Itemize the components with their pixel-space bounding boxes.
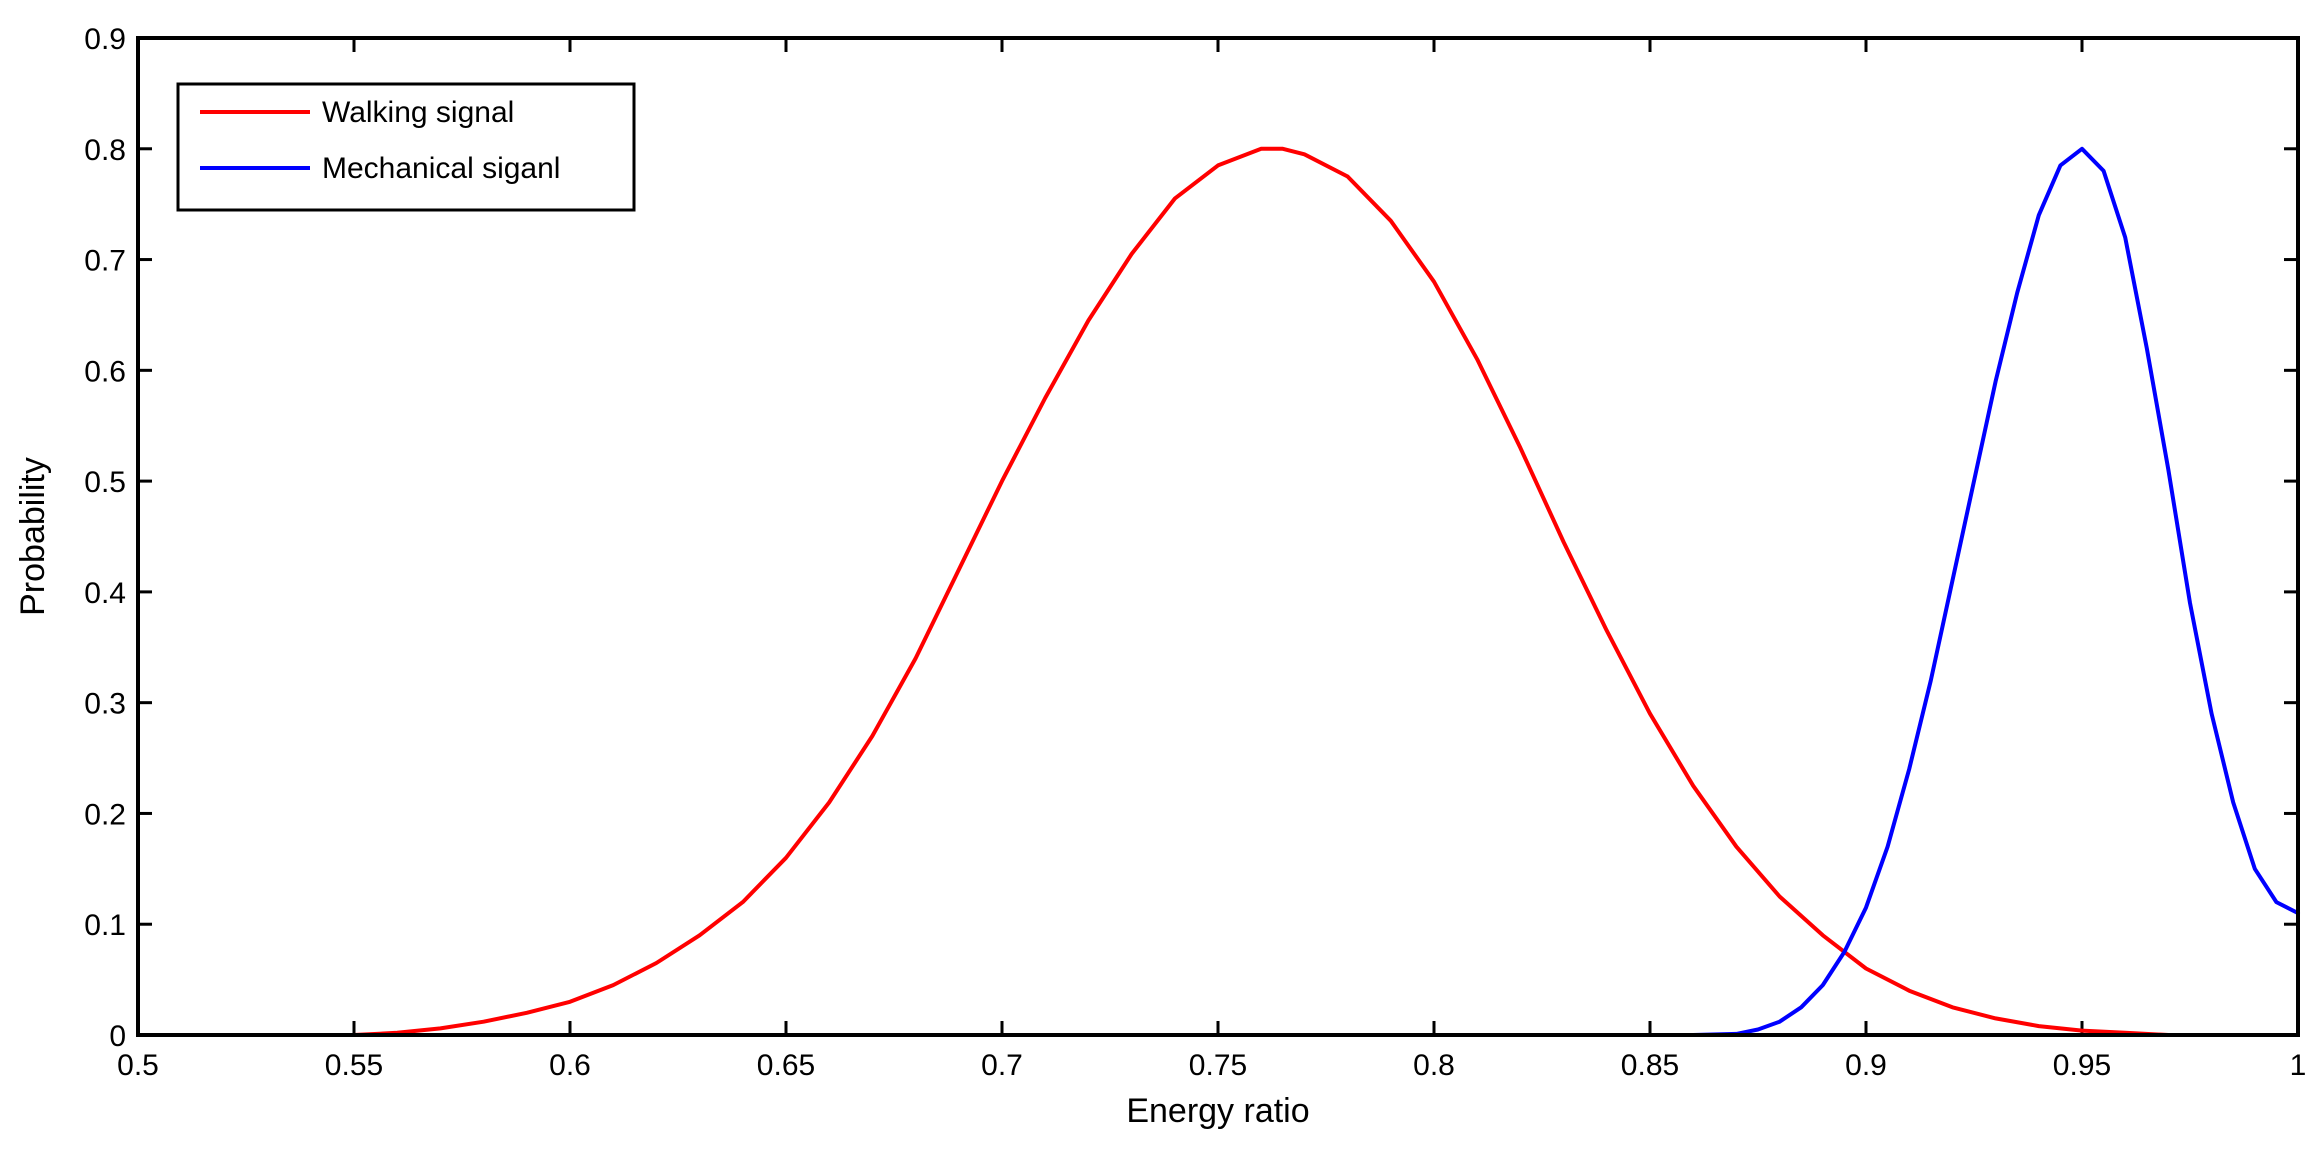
- series-layer: [136, 146, 2300, 1037]
- y-tick-label: 0.2: [84, 798, 126, 831]
- x-tick-label: 0.85: [1621, 1049, 1679, 1082]
- x-tick-label: 0.75: [1189, 1049, 1247, 1082]
- legend: Walking signal Mechanical siganl: [176, 82, 636, 212]
- series-line-2: [136, 146, 2300, 1037]
- y-tick-label: 0.5: [84, 466, 126, 499]
- series-line-1: [136, 146, 2300, 1037]
- legend-box: [176, 82, 636, 212]
- x-tick-label: 0.8: [1413, 1049, 1455, 1082]
- y-tick-label: 0.3: [84, 688, 126, 721]
- y-tick-label: 0: [109, 1020, 126, 1053]
- y-tick-label: 0.9: [84, 23, 126, 56]
- ticks-layer: 0.5 0.55 0.6 0.65 0.7 0.75 0.8 0.85 0.9 0.95 1 0 0.1…: [84, 23, 2306, 1082]
- x-tick-label: 0.55: [325, 1049, 383, 1082]
- y-axis-label: Probability: [14, 457, 52, 616]
- y-tick-label: 0.4: [84, 577, 126, 610]
- x-tick-label: 1: [2290, 1049, 2307, 1082]
- x-tick-label: 0.6: [549, 1049, 591, 1082]
- legend-label: Mechanical siganl: [322, 152, 560, 185]
- x-tick-label: 0.9: [1845, 1049, 1887, 1082]
- x-tick-label: 0.95: [2053, 1049, 2111, 1082]
- legend-label: Walking signal: [322, 96, 514, 129]
- plot-frame: [136, 36, 2300, 1037]
- x-tick-label: 0.7: [981, 1049, 1023, 1082]
- y-tick-label: 0.7: [84, 245, 126, 278]
- y-tick-label: 0.1: [84, 909, 126, 942]
- x-tick-label: 0.5: [117, 1049, 159, 1082]
- x-tick-label: 0.65: [757, 1049, 815, 1082]
- y-tick-label: 0.8: [84, 134, 126, 167]
- x-axis-label: Energy ratio: [1126, 1092, 1309, 1130]
- y-tick-label: 0.6: [84, 355, 126, 388]
